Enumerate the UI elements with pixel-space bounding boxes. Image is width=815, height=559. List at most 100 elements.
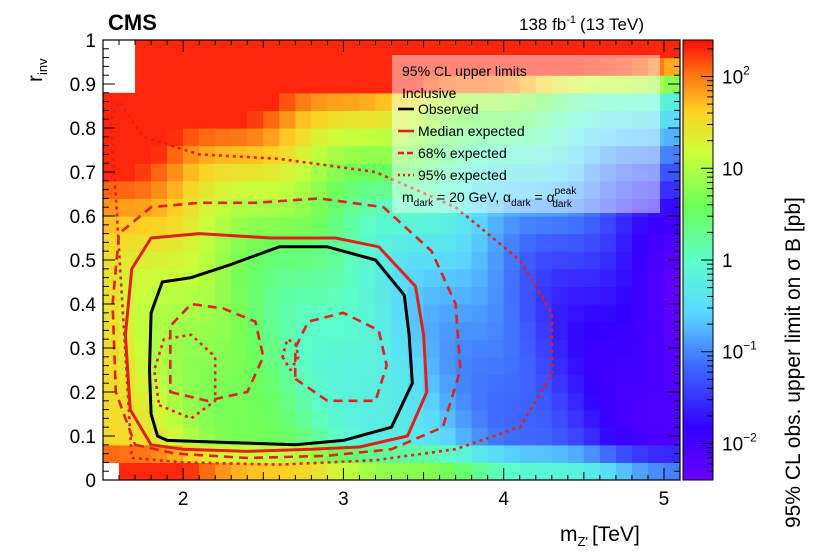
heatmap-cell	[551, 145, 569, 164]
heatmap-cell	[455, 57, 473, 76]
heatmap-cell	[327, 145, 345, 164]
heatmap-cell	[263, 163, 280, 182]
heatmap-cell	[311, 356, 328, 375]
heatmap-cell	[343, 180, 361, 199]
heatmap-cell	[311, 268, 328, 287]
heatmap-cell	[647, 268, 665, 287]
heatmap-cell	[519, 180, 537, 199]
heatmap-cell	[231, 392, 248, 411]
heatmap-cell	[375, 304, 393, 323]
heatmap-cell	[663, 304, 680, 323]
heatmap-cell	[615, 180, 633, 199]
heatmap-cell	[583, 92, 601, 111]
legend-entry-label: Observed	[418, 101, 479, 117]
heatmap-cell	[631, 462, 649, 480]
heatmap-cell	[439, 145, 457, 164]
heatmap-cell	[535, 427, 553, 446]
contour-lines	[109, 100, 554, 466]
heatmap-cell	[503, 392, 521, 411]
heatmap-cell	[487, 286, 505, 305]
heatmap-cell	[471, 128, 489, 147]
heatmap-cell	[231, 110, 248, 129]
heatmap-cell	[423, 92, 441, 111]
heatmap-cell	[647, 286, 665, 305]
z-tick-label: 102	[722, 64, 750, 89]
heatmap-cell	[311, 198, 328, 217]
heatmap-cell	[231, 75, 248, 94]
heatmap-cell	[599, 216, 617, 235]
heatmap-cell	[247, 374, 264, 393]
heatmap-cell	[167, 216, 184, 235]
heatmap-cell	[519, 233, 537, 252]
heatmap-cell	[375, 180, 393, 199]
heatmap-cell	[599, 163, 617, 182]
heatmap-cell	[103, 444, 120, 463]
heatmap-cell	[519, 444, 537, 463]
heatmap-cell	[647, 339, 665, 358]
heatmap-cell	[199, 356, 216, 375]
heatmap-cell	[647, 110, 665, 129]
heatmap-cell	[231, 304, 248, 323]
heatmap-cell	[535, 444, 553, 463]
heatmap-cell	[103, 92, 120, 111]
heatmap-cell	[663, 392, 680, 411]
x-axis-ticks: 2 3 4 5	[118, 40, 669, 510]
heatmap-cell	[455, 268, 473, 287]
heatmap-cell	[567, 392, 585, 411]
heatmap-cell	[199, 286, 216, 305]
heatmap-cell	[455, 75, 473, 94]
heatmap-cell	[311, 110, 328, 129]
heatmap-cell	[231, 198, 248, 217]
heatmap-cell	[327, 180, 345, 199]
heatmap-cell	[231, 444, 248, 463]
heatmap-cell	[311, 163, 328, 182]
heatmap-cell	[327, 57, 345, 76]
heatmap-cell	[343, 286, 361, 305]
heatmap-cell	[263, 110, 280, 129]
heatmap-cell	[263, 180, 280, 199]
heatmap-cell	[263, 304, 280, 323]
legend-entry-label: 68% expected	[418, 145, 507, 161]
heatmap-cell	[151, 339, 168, 358]
heatmap-cell	[167, 92, 184, 111]
heatmap-cell	[279, 392, 296, 411]
heatmap-cell	[663, 233, 680, 252]
heatmap-cell	[407, 462, 425, 480]
heatmap-cell	[631, 128, 649, 147]
heatmap-cell	[183, 251, 200, 270]
heatmap-cell	[103, 409, 120, 428]
heatmap-cell	[631, 198, 649, 217]
heatmap-cell	[567, 128, 585, 147]
heatmap-cell	[263, 75, 280, 94]
heatmap-cell	[215, 145, 232, 164]
heatmap-cell	[439, 40, 457, 59]
heatmap-cell	[167, 251, 184, 270]
heatmap-cell	[391, 321, 409, 340]
heatmap-cell	[327, 409, 345, 428]
y-tick-label: 1	[85, 31, 96, 52]
lumi-text: 138 fb	[519, 15, 566, 34]
heatmap-cell	[423, 145, 441, 164]
heatmap-cell	[279, 75, 296, 94]
heatmap-cell	[615, 304, 633, 323]
heatmap-cell	[551, 356, 569, 375]
heatmap-cell	[167, 409, 184, 428]
heatmap-cell	[471, 427, 489, 446]
heatmap-cell	[263, 462, 280, 480]
heatmap-cell	[183, 75, 200, 94]
heatmap-cell	[631, 75, 649, 94]
heatmap-cell	[647, 198, 665, 217]
heatmap-cell	[647, 180, 665, 199]
heatmap-cell	[391, 251, 409, 270]
heatmap-cell	[327, 374, 345, 393]
heatmap-cell	[647, 392, 665, 411]
heatmap-cell	[279, 40, 296, 59]
heatmap-cell	[183, 374, 200, 393]
heatmap-cell	[327, 40, 345, 59]
heatmap-cell	[599, 444, 617, 463]
heatmap-cell	[231, 374, 248, 393]
heatmap-cell	[375, 233, 393, 252]
color-bar-ticks: 102 10 1 10−1 10−2	[701, 48, 757, 481]
heatmap-cell	[135, 233, 152, 252]
heatmap-cell	[119, 110, 136, 129]
